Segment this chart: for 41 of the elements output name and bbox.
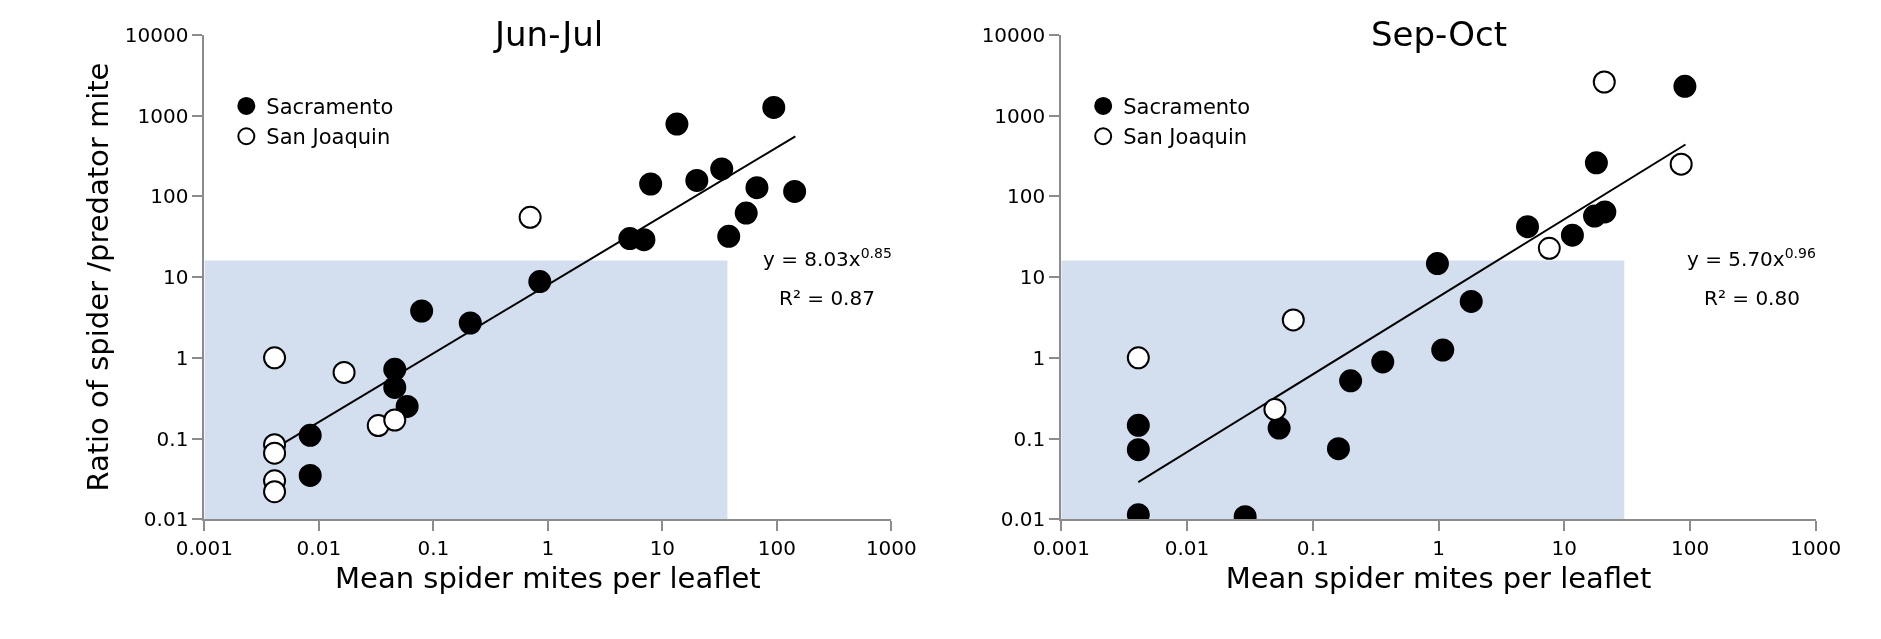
x-tick-label: 10 (1551, 536, 1578, 561)
x-tick-label: 1000 (865, 536, 917, 561)
y-axis-title: Ratio of spider /predator mite (80, 62, 115, 492)
x-tick-label: 0.01 (1164, 536, 1210, 561)
y-tick-label: 10 (1019, 265, 1046, 290)
annotation: R² = 0.87 (779, 286, 875, 310)
y-tick-label: 10000 (124, 22, 189, 47)
y-tick-label: 1 (1032, 345, 1046, 370)
y-tick-label: 1 (175, 345, 189, 370)
y-tick-label: 10000 (981, 22, 1046, 47)
y-tick-label: 100 (150, 184, 189, 209)
y-tick-label: 10 (162, 265, 189, 290)
x-tick-label: 1 (541, 536, 555, 561)
annotation: y = 5.70x$^{0.96}$ (1687, 245, 1816, 272)
x-tick-label: 0.01 (296, 536, 342, 561)
y-tick-label: 100 (1007, 184, 1046, 209)
chart-title: Sep-Oct (1371, 14, 1508, 54)
y-tick-label: 0.1 (1013, 426, 1046, 451)
x-tick-label: 100 (1670, 536, 1710, 561)
x-tick-label: 1000 (1790, 536, 1842, 561)
x-tick-label: 100 (757, 536, 796, 561)
x-axis-title: Mean spider mites per leaflet (335, 560, 761, 595)
y-tick-label: 1000 (137, 103, 189, 128)
y-tick-label: 0.01 (143, 507, 189, 532)
x-tick-label: 0.001 (1032, 536, 1090, 561)
chart-title: Jun-Jul (493, 14, 604, 54)
legend-label: San Joaquin (266, 125, 391, 150)
y-tick-label: 1000 (994, 103, 1046, 128)
y-tick-label: 0.01 (1000, 507, 1046, 532)
legend-label: Sacramento (1123, 95, 1251, 120)
x-axis-title: Mean spider mites per leaflet (1225, 560, 1652, 595)
y-tick-label: 0.1 (156, 426, 189, 451)
legend-label: Sacramento (266, 95, 394, 120)
legend-label: San Joaquin (1123, 125, 1248, 150)
x-tick-label: 0.1 (1296, 536, 1329, 561)
x-tick-label: 1 (1432, 536, 1445, 561)
x-tick-label: 0.1 (417, 536, 450, 561)
annotation: R² = 0.80 (1704, 286, 1800, 310)
annotation: y = 8.03x$^{0.85}$ (763, 245, 892, 272)
x-tick-label: 0.001 (175, 536, 234, 561)
x-tick-label: 10 (649, 536, 676, 561)
